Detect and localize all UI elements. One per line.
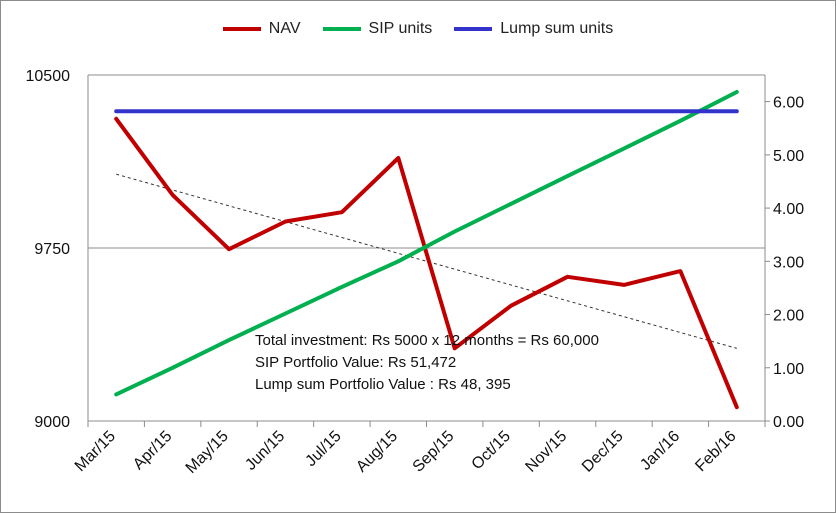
y-right-tick-label-1: 5.00 [773, 148, 804, 165]
y-left-tick-label-1: 9750 [34, 241, 70, 258]
y-right-tick-label-2: 4.00 [773, 201, 804, 218]
portfolio-annotation: Total investment: Rs 5000 x 12 months = … [255, 330, 599, 396]
y-right-tick-label-6: 0.00 [773, 414, 804, 431]
x-tick-label-9: Dec/15 [579, 428, 627, 476]
y-right-tick-label-5: 1.00 [773, 361, 804, 378]
legend-label-sip-units: SIP units [368, 20, 433, 37]
x-tick-label-1: Apr/15 [130, 428, 175, 473]
series-line-nav [114, 116, 739, 410]
y-right-tick-label-4: 2.00 [773, 308, 804, 325]
nav-trendline-group [116, 173, 737, 349]
x-tick-label-11: Feb/16 [692, 428, 739, 475]
legend-item-sip-units: SIP units [322, 20, 433, 38]
y-left-tick-label-2: 9000 [34, 414, 70, 431]
annotation-lumpsum-value: Lump sum Portfolio Value : Rs 48, 395 [255, 376, 511, 393]
x-tick-label-6: Sep/15 [410, 428, 458, 476]
series-lines [114, 90, 739, 410]
annotation-total-investment: Total investment: Rs 5000 x 12 months = … [255, 332, 599, 349]
legend-swatch-nav [222, 27, 261, 31]
legend-label-lump-sum-units: Lump sum units [500, 20, 614, 37]
x-tick-label-7: Oct/15 [469, 428, 514, 473]
x-tick-label-4: Jul/15 [302, 428, 344, 470]
x-tick-label-2: May/15 [183, 428, 232, 477]
tick-labels: 10500 9750 9000 6.00 5.00 4.00 3.00 2.00 1.00 0.0… [26, 68, 805, 477]
x-tick-label-8: Nov/15 [522, 428, 570, 476]
y-right-tick-label-3: 3.00 [773, 254, 804, 271]
legend-swatch-lump-sum-units [454, 27, 493, 31]
x-tick-label-3: Jun/15 [242, 428, 288, 474]
annotation-sip-value: SIP Portfolio Value: Rs 51,472 [255, 354, 457, 371]
x-tick-label-0: Mar/15 [72, 428, 119, 475]
legend-item-lump-sum-units: Lump sum units [454, 20, 613, 38]
x-tick-label-10: Jan/16 [637, 428, 683, 474]
legend-item-nav: NAV [222, 20, 301, 38]
y-right-tick-label-0: 6.00 [773, 95, 804, 112]
nav-trendline [116, 173, 737, 349]
series-line-sip-units [114, 90, 739, 397]
legend-swatch-sip-units [322, 27, 361, 31]
legend-label-nav: NAV [268, 20, 301, 37]
chart-legend: NAV SIP units Lump sum units [0, 20, 836, 38]
x-tick-label-5: Aug/15 [353, 428, 401, 476]
y-left-tick-label-0: 10500 [26, 68, 71, 85]
